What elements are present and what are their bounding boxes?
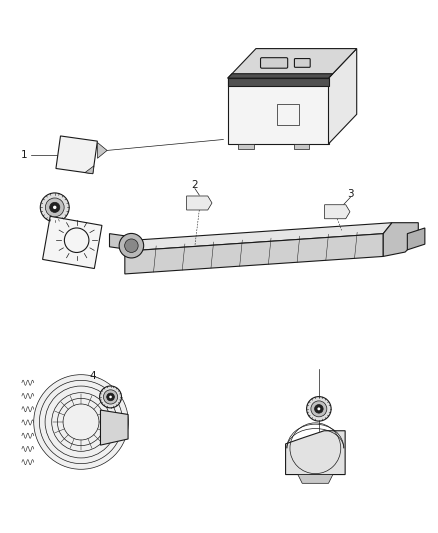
Polygon shape [56, 136, 97, 174]
Polygon shape [383, 223, 418, 256]
Polygon shape [187, 196, 212, 210]
Polygon shape [298, 474, 333, 483]
FancyBboxPatch shape [261, 58, 288, 68]
Circle shape [109, 395, 112, 398]
Polygon shape [125, 223, 392, 251]
Circle shape [34, 375, 128, 469]
Polygon shape [294, 144, 309, 149]
FancyBboxPatch shape [294, 59, 310, 67]
Circle shape [103, 390, 118, 404]
Polygon shape [238, 144, 254, 149]
Circle shape [107, 393, 114, 401]
Circle shape [99, 386, 121, 408]
Text: 2: 2 [191, 181, 198, 190]
Circle shape [119, 233, 144, 258]
Polygon shape [125, 233, 383, 274]
Circle shape [314, 405, 323, 413]
Circle shape [46, 198, 64, 217]
Polygon shape [42, 216, 102, 269]
Polygon shape [97, 142, 107, 158]
Polygon shape [110, 233, 125, 249]
Polygon shape [228, 74, 333, 78]
Polygon shape [328, 49, 357, 144]
Polygon shape [325, 205, 350, 219]
Polygon shape [100, 410, 128, 445]
Circle shape [125, 239, 138, 253]
Polygon shape [286, 431, 345, 474]
Text: 1: 1 [21, 150, 28, 160]
Polygon shape [228, 49, 357, 78]
Polygon shape [228, 78, 328, 144]
Polygon shape [85, 166, 94, 174]
Circle shape [40, 193, 69, 222]
Circle shape [307, 397, 331, 421]
Text: 3: 3 [347, 189, 354, 199]
Circle shape [311, 401, 327, 417]
Text: 4: 4 [90, 371, 96, 381]
Polygon shape [407, 228, 425, 250]
Circle shape [53, 206, 57, 209]
Circle shape [318, 407, 320, 410]
Circle shape [49, 203, 60, 213]
Polygon shape [228, 78, 328, 86]
